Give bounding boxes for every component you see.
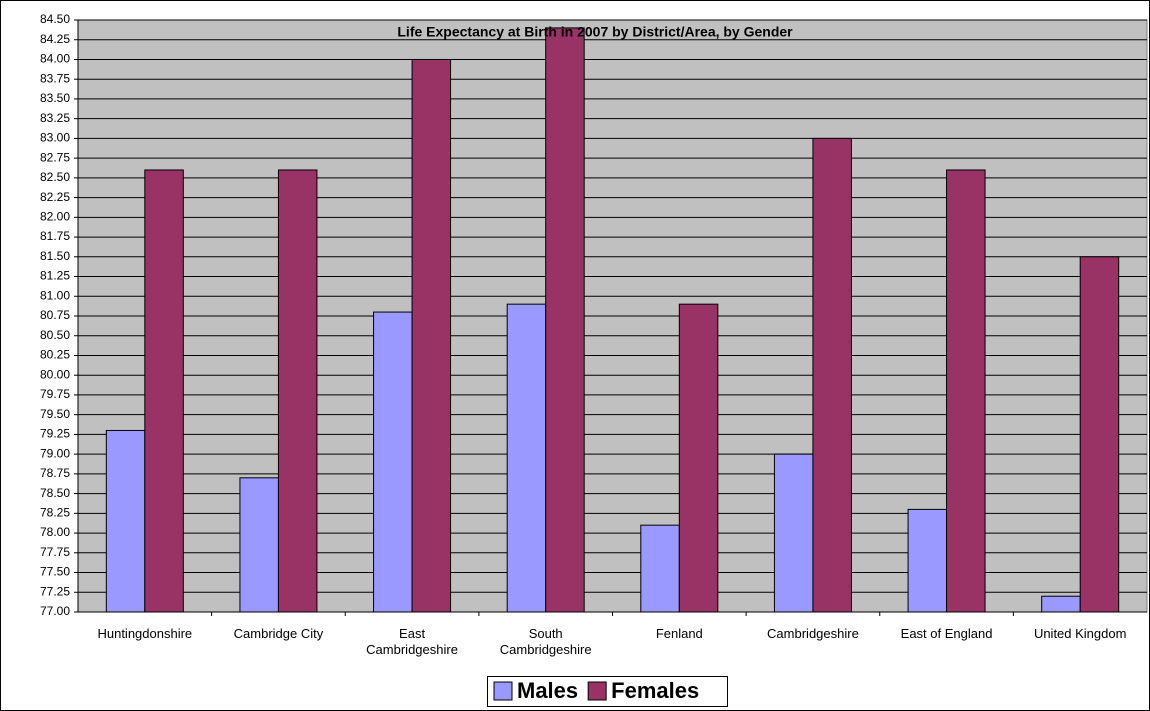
y-tick-label: 82.25	[40, 190, 70, 204]
legend-label: Males	[517, 678, 578, 703]
y-tick-label: 81.25	[40, 269, 70, 283]
x-tick-label: East of England	[900, 626, 993, 641]
bar	[373, 311, 413, 613]
bar	[1079, 256, 1120, 613]
y-tick-label: 84.50	[40, 12, 70, 26]
bar	[1041, 595, 1081, 613]
bar	[411, 58, 452, 613]
y-tick-label: 78.00	[40, 525, 70, 539]
y-tick-label: 82.00	[40, 210, 70, 224]
y-tick-label: 79.50	[40, 407, 70, 421]
bar	[545, 27, 585, 613]
bar	[506, 303, 547, 613]
y-tick-label: 77.75	[40, 545, 70, 559]
legend-swatch	[493, 681, 513, 701]
y-tick-label: 80.50	[40, 328, 70, 342]
y-tick-label: 79.75	[40, 387, 70, 401]
y-tick-label: 77.00	[40, 604, 70, 618]
legend-swatch	[587, 681, 607, 701]
x-tick-label: South Cambridgeshire	[499, 626, 592, 657]
bar	[239, 477, 279, 613]
bar	[105, 429, 146, 613]
y-tick-label: 82.50	[40, 170, 70, 184]
y-tick-label: 80.75	[40, 308, 70, 322]
y-tick-label: 79.00	[40, 446, 70, 460]
y-tick-label: 80.00	[40, 367, 70, 381]
y-tick-label: 78.50	[40, 486, 70, 500]
bar	[144, 169, 184, 613]
y-tick-label: 83.25	[40, 111, 70, 125]
bar	[678, 303, 719, 613]
legend-box	[487, 676, 728, 707]
x-tick-label: Huntingdonshire	[97, 626, 193, 641]
bar	[907, 508, 948, 613]
x-tick-label: Cambridge City	[233, 626, 324, 641]
x-tick-label: East Cambridgeshire	[366, 626, 458, 657]
bar	[640, 524, 680, 613]
legend-label: Females	[611, 678, 699, 703]
y-tick-label: 80.25	[40, 348, 70, 362]
y-tick-label: 83.75	[40, 71, 70, 85]
y-tick-label: 83.00	[40, 131, 70, 145]
y-tick-label: 81.00	[40, 288, 70, 302]
x-tick-label: Fenland	[655, 626, 703, 641]
y-tick-label: 78.25	[40, 506, 70, 520]
bar	[812, 137, 852, 613]
x-tick-label: Cambridgeshire	[767, 626, 859, 641]
chart-title: Life Expectancy at Birth in 2007 by Dist…	[397, 24, 793, 40]
bar	[277, 169, 318, 613]
bar	[773, 453, 814, 613]
y-tick-label: 81.50	[40, 249, 70, 263]
y-tick-label: 84.00	[40, 52, 70, 66]
y-tick-label: 77.25	[40, 584, 70, 598]
y-tick-label: 81.75	[40, 229, 70, 243]
y-tick-label: 78.75	[40, 466, 70, 480]
x-tick-label: United Kingdom	[1033, 626, 1127, 641]
y-tick-label: 83.50	[40, 91, 70, 105]
y-tick-label: 82.75	[40, 150, 70, 164]
y-tick-label: 84.25	[40, 32, 70, 46]
y-tick-label: 79.25	[40, 427, 70, 441]
y-tick-label: 77.50	[40, 565, 70, 579]
bar	[946, 169, 986, 613]
